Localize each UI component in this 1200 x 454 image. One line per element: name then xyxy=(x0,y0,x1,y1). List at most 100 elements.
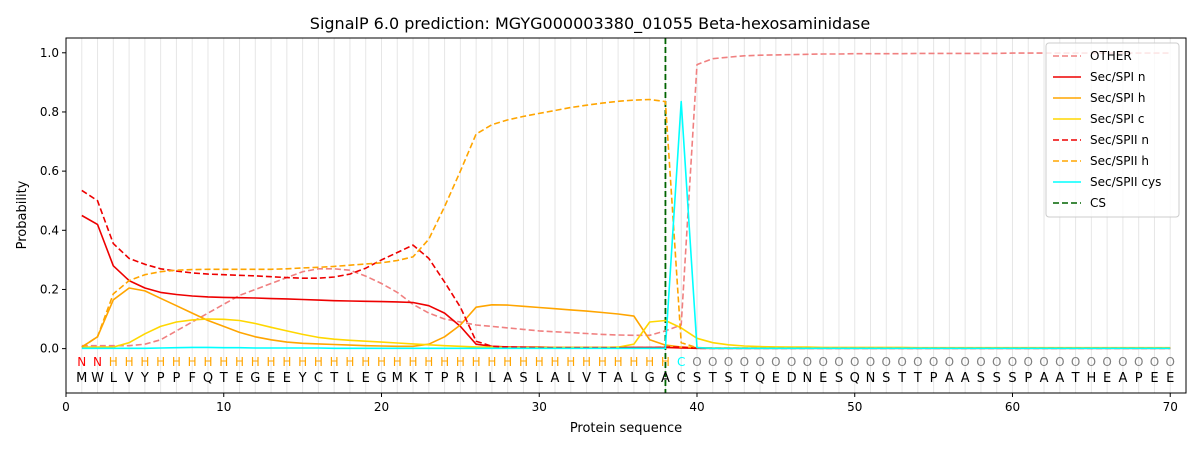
region-label: H xyxy=(440,355,449,369)
region-label: H xyxy=(645,355,654,369)
sequence-residue: E xyxy=(362,371,370,386)
region-label: H xyxy=(361,355,370,369)
region-label: H xyxy=(629,355,638,369)
sequence-residue: E xyxy=(1166,371,1174,386)
region-label: H xyxy=(456,355,465,369)
sequence-residue: P xyxy=(1135,371,1143,386)
y-tick-label: 1.0 xyxy=(40,46,59,60)
series-line xyxy=(81,287,1171,349)
region-label: O xyxy=(850,355,859,369)
sequence-residue: L xyxy=(346,371,354,386)
sequence-residue: P xyxy=(930,371,938,386)
region-label: H xyxy=(251,355,260,369)
grid-layer xyxy=(81,38,1171,393)
x-tick-label: 30 xyxy=(532,400,547,414)
sequence-residue: S xyxy=(835,371,843,386)
region-label: O xyxy=(1055,355,1064,369)
sequence-residue: K xyxy=(409,371,418,386)
sequence-residue: L xyxy=(536,371,544,386)
region-label: H xyxy=(267,355,276,369)
region-label: H xyxy=(140,355,149,369)
region-label: H xyxy=(314,355,323,369)
sequence-residue: A xyxy=(503,371,512,386)
region-label: H xyxy=(393,355,402,369)
chart-title: SignalP 6.0 prediction: MGYG000003380_01… xyxy=(310,14,870,34)
region-label: O xyxy=(960,355,969,369)
region-label: O xyxy=(866,355,875,369)
sequence-residue: L xyxy=(567,371,575,386)
region-label: O xyxy=(1087,355,1096,369)
region-label: H xyxy=(203,355,212,369)
region-label: H xyxy=(282,355,291,369)
region-label: O xyxy=(834,355,843,369)
sequence-residue: N xyxy=(803,371,813,386)
sequence-residue: E xyxy=(235,371,243,386)
region-label: H xyxy=(409,355,418,369)
region-label: H xyxy=(377,355,386,369)
region-label: O xyxy=(1071,355,1080,369)
region-label: O xyxy=(1134,355,1143,369)
legend-label: Sec/SPII n xyxy=(1090,133,1149,147)
y-tick-label: 0.4 xyxy=(40,223,59,237)
region-label: H xyxy=(550,355,559,369)
sequence-residue: A xyxy=(551,371,560,386)
series-line xyxy=(81,98,1171,349)
region-label: O xyxy=(818,355,827,369)
sequence-residue: H xyxy=(1086,371,1096,386)
y-axis-ticks: 0.0 0.2 0.4 0.6 0.8 1.0 xyxy=(40,46,66,356)
sequence-residue: G xyxy=(250,371,260,386)
sequence-residue: E xyxy=(1103,371,1111,386)
sequence-residue: S xyxy=(882,371,890,386)
sequence-residue: M xyxy=(76,371,87,386)
region-label: H xyxy=(235,355,244,369)
sequence-residue: T xyxy=(597,371,606,386)
region-label: H xyxy=(109,355,118,369)
sequence-residue: S xyxy=(993,371,1001,386)
region-label: O xyxy=(1118,355,1127,369)
series-line xyxy=(81,100,1171,350)
x-axis-label: Protein sequence xyxy=(570,421,682,436)
sequence-residue: Y xyxy=(140,371,149,386)
y-tick-label: 0.6 xyxy=(40,164,59,178)
sequence-residue: A xyxy=(945,371,954,386)
region-label: O xyxy=(740,355,749,369)
x-tick-label: 70 xyxy=(1163,400,1178,414)
series-line xyxy=(81,52,1171,347)
sequence-residue: V xyxy=(582,371,591,386)
region-label: O xyxy=(897,355,906,369)
legend: OTHER Sec/SPI n Sec/SPI h Sec/SPI c Sec/SPII… xyxy=(1045,42,1180,218)
region-label: O xyxy=(803,355,812,369)
region-label: H xyxy=(566,355,575,369)
legend-label: Sec/SPI h xyxy=(1090,91,1145,105)
sequence-residue: Q xyxy=(850,371,860,386)
region-label: C xyxy=(677,355,685,369)
sequence-residue: T xyxy=(897,371,906,386)
legend-label: Sec/SPII h xyxy=(1090,154,1149,168)
sequence-residue: L xyxy=(630,371,638,386)
sequence-residue: A xyxy=(961,371,970,386)
region-label: H xyxy=(188,355,197,369)
region-label: O xyxy=(787,355,796,369)
sequence-residue: E xyxy=(283,371,291,386)
sequence-residue: Q xyxy=(755,371,765,386)
legend-items: OTHER Sec/SPI n Sec/SPI h Sec/SPI c Sec/SPII… xyxy=(1053,49,1161,210)
sequence-residue: V xyxy=(125,371,134,386)
region-label: O xyxy=(929,355,938,369)
x-axis-ticks: 0 10 20 30 40 50 60 70 xyxy=(62,393,1178,414)
region-label: H xyxy=(172,355,181,369)
region-label: H xyxy=(330,355,339,369)
x-tick-label: 10 xyxy=(216,400,231,414)
region-label: O xyxy=(945,355,954,369)
sequence-residue: F xyxy=(188,371,195,386)
sequence-residue: W xyxy=(91,371,104,386)
region-label: H xyxy=(598,355,607,369)
sequence-residue: T xyxy=(913,371,922,386)
region-label: O xyxy=(755,355,764,369)
sequence-residue: G xyxy=(645,371,655,386)
region-label: O xyxy=(913,355,922,369)
x-tick-label: 50 xyxy=(847,400,862,414)
sequence-residue: T xyxy=(1071,371,1080,386)
region-label: H xyxy=(298,355,307,369)
sequence-residue: E xyxy=(1150,371,1158,386)
